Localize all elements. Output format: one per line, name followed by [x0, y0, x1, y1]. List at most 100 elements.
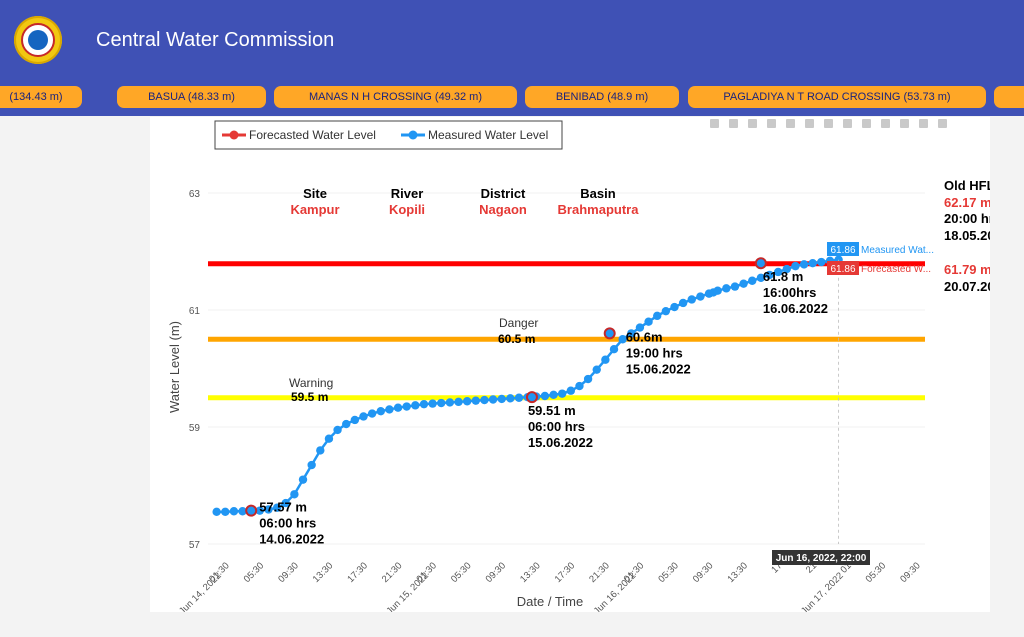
- legend-measured-label: Measured Water Level: [428, 128, 548, 142]
- hover-measured-value-box: [827, 242, 859, 256]
- old-hfl-date: 18.05.2022: [944, 228, 990, 243]
- station-ticker: (134.43 m) BASUA (48.33 m) MANAS N H CRO…: [0, 78, 1024, 116]
- old-hfl-value: 61.79 m: [944, 262, 990, 277]
- measured-point: [765, 270, 774, 280]
- site-info-label: Site: [303, 186, 327, 201]
- annotated-point: [525, 391, 538, 404]
- warning-value-label: 59.5 m: [291, 390, 328, 404]
- measured-point: [454, 397, 463, 407]
- hover-compare-icon: [919, 119, 928, 128]
- measured-point: [255, 506, 265, 515]
- measured-point: [376, 407, 385, 416]
- annotated-point: [754, 257, 767, 270]
- pan-icon: [748, 119, 757, 128]
- measured-point: [488, 395, 498, 404]
- measured-point: [782, 264, 791, 274]
- measured-point: [333, 425, 342, 435]
- x-tick-label: 17:30: [553, 560, 578, 585]
- measured-point: [713, 286, 722, 295]
- measured-point: [609, 344, 619, 354]
- measured-point: [324, 434, 334, 443]
- annotated-point: [245, 504, 258, 517]
- hover-forecast-name: Forecasted W...: [861, 264, 931, 275]
- measured-point: [748, 276, 757, 285]
- measured-point: [653, 311, 662, 321]
- measured-point: [437, 398, 446, 408]
- measured-point: [506, 394, 515, 403]
- old-hfl-time: 20:00 hrs: [944, 211, 990, 226]
- measured-point: [281, 498, 290, 508]
- danger-value-label: 60.5 m: [498, 332, 535, 346]
- camera-icon: [710, 119, 719, 128]
- station-chip[interactable]: MANAS N H CROSSING (49.32 m): [274, 86, 517, 108]
- measured-point: [670, 302, 679, 312]
- measured-point: [601, 355, 610, 364]
- measured-point: [393, 403, 403, 412]
- measured-point: [497, 394, 506, 404]
- station-chip[interactable]: [994, 86, 1024, 108]
- hover-forecast-value: 61.86: [830, 264, 855, 275]
- marker-annotation: 14.06.2022: [259, 532, 324, 547]
- measured-point: [411, 401, 420, 410]
- measured-point: [359, 412, 368, 421]
- danger-label: Danger: [499, 316, 538, 330]
- marker-annotation: 60.6m: [626, 329, 663, 344]
- x-tick-label: 17:30: [345, 560, 370, 585]
- hover-closest-icon: [900, 119, 909, 128]
- measured-point: [618, 335, 627, 344]
- x-tick-date-label: Jun 17, 2022: [799, 570, 846, 612]
- marker-annotation: 57.57 m: [259, 500, 307, 515]
- hover-x-label: Jun 16, 2022, 22:00: [776, 553, 867, 564]
- station-chip[interactable]: (134.43 m): [0, 86, 82, 108]
- measured-point: [229, 507, 239, 516]
- warning-label: Warning: [289, 376, 333, 390]
- spike-lines-icon: [881, 119, 890, 128]
- site-info-label: Basin: [580, 186, 615, 201]
- x-tick-label: 21:30: [380, 560, 405, 585]
- measured-point: [307, 460, 316, 470]
- measured-point: [696, 292, 705, 301]
- y-tick-label: 59: [189, 423, 201, 434]
- legend-measured-swatch: [408, 130, 418, 140]
- station-chip[interactable]: BENIBAD (48.9 m): [525, 86, 679, 108]
- measured-point: [583, 374, 593, 384]
- marker-annotation: 06:00 hrs: [259, 516, 316, 531]
- station-chip[interactable]: BASUA (48.33 m): [117, 86, 266, 108]
- measured-point: [385, 405, 394, 414]
- x-tick-label: 09:30: [898, 560, 923, 585]
- measured-point: [627, 329, 636, 338]
- measured-point: [756, 273, 766, 283]
- measured-point: [316, 446, 325, 455]
- measured-point: [212, 507, 221, 517]
- autoscale-icon: [843, 119, 852, 128]
- x-tick-label: 05:30: [449, 560, 474, 585]
- measured-point: [635, 323, 645, 332]
- app-header: Central Water Commission: [0, 0, 1024, 78]
- old-hfl-date: 20.07.2004: [944, 279, 990, 294]
- lasso-icon: [786, 119, 795, 128]
- measured-point: [462, 397, 472, 406]
- plotly-logo-icon: [938, 119, 947, 128]
- x-tick-label: 09:30: [691, 560, 716, 585]
- marker-annotation: 16.06.2022: [763, 301, 828, 316]
- measured-point: [678, 298, 688, 308]
- hover-forecast-value-box: [827, 261, 859, 275]
- cwc-emblem-icon: [14, 16, 62, 64]
- measured-point: [644, 317, 653, 326]
- measured-point: [540, 391, 550, 401]
- box-select-icon: [767, 119, 776, 128]
- measured-point: [566, 386, 576, 395]
- hover-measured-value: 61.86: [830, 245, 855, 256]
- measured-point: [557, 389, 567, 398]
- zoom-in-icon: [805, 119, 814, 128]
- y-tick-label: 63: [189, 189, 201, 200]
- measured-point: [402, 402, 411, 411]
- x-tick-label: 05:30: [656, 560, 681, 585]
- measured-point: [272, 503, 282, 512]
- measured-point: [514, 393, 524, 402]
- site-info-value: Kampur: [290, 202, 339, 217]
- y-axis-title: Water Level (m): [167, 321, 182, 413]
- station-chip[interactable]: PAGLADIYA N T ROAD CROSSING (53.73 m): [688, 86, 986, 108]
- measured-point: [290, 490, 299, 499]
